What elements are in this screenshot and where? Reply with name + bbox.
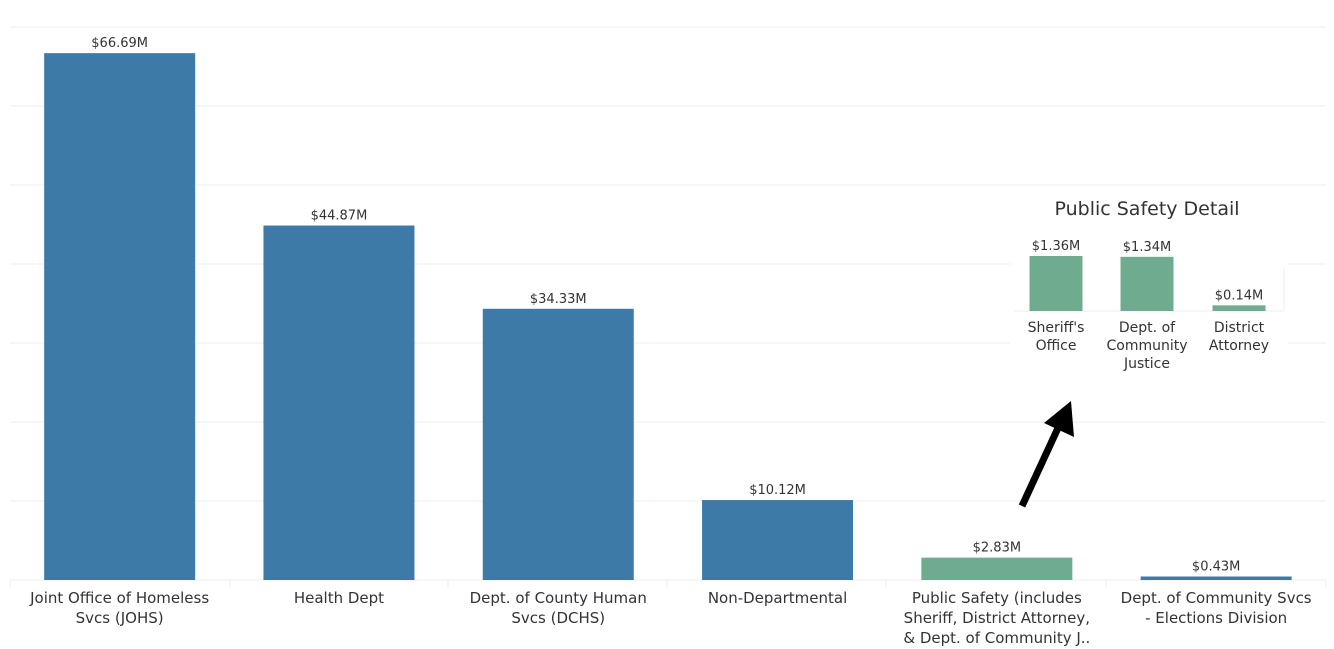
- inset-data-label: $1.36M: [1032, 239, 1080, 254]
- inset-data-label: $1.34M: [1123, 240, 1171, 255]
- public-safety-detail-chart: Public Safety Detail $1.36M Sheriff's Offic…: [1010, 190, 1288, 380]
- data-label: $10.12M: [749, 483, 806, 498]
- bar[interactable]: [921, 557, 1073, 580]
- x-tick-label: Public Safety (includes Sheriff, District…: [903, 589, 1090, 647]
- x-tick-label: Dept. of County Human Svcs (DCHS): [470, 589, 647, 627]
- data-label: $2.83M: [973, 541, 1021, 556]
- inset-bar[interactable]: [1029, 256, 1083, 311]
- bar[interactable]: [263, 225, 415, 581]
- inset-bar[interactable]: [1212, 305, 1266, 311]
- x-tick-label: Joint Office of Homeless Svcs (JOHS): [29, 589, 209, 627]
- data-label: $44.87M: [311, 209, 368, 224]
- callout-arrow: [1018, 401, 1074, 508]
- bar[interactable]: [482, 308, 634, 580]
- inset-data-label: $0.14M: [1215, 288, 1263, 303]
- bar[interactable]: [1140, 576, 1292, 581]
- data-label: $34.33M: [530, 292, 587, 307]
- x-tick-label: Health Dept: [294, 589, 384, 607]
- arrow-head: [1044, 401, 1074, 437]
- inset-tick-label: Sheriff's Office: [1028, 320, 1085, 354]
- data-label: $66.69M: [91, 36, 148, 51]
- bar[interactable]: [44, 53, 196, 581]
- grid-lines: [9, 26, 1327, 588]
- data-label: $0.43M: [1192, 560, 1240, 575]
- bar[interactable]: [702, 500, 854, 580]
- arrow-shaft: [1018, 426, 1062, 508]
- inset-tick-label: Dept. of Community Justice: [1106, 320, 1187, 372]
- main-bar-chart: $66.69M Joint Office of Homeless Svcs (JOH…: [29, 36, 1312, 647]
- inset-title: Public Safety Detail: [1054, 198, 1239, 220]
- inset-bar[interactable]: [1120, 256, 1174, 311]
- inset-tick-label: District Attorney: [1209, 320, 1269, 354]
- x-tick-label: Dept. of Community Svcs - Elections Divis…: [1121, 589, 1312, 627]
- x-tick-label: Non-Departmental: [708, 589, 847, 607]
